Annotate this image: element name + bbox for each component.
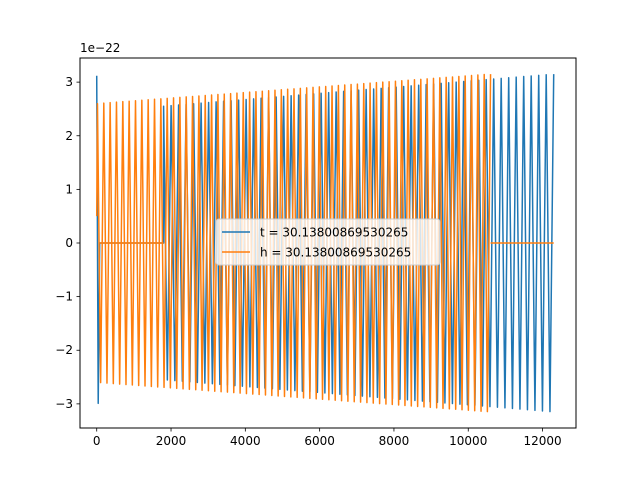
x-tick-label: 8000 bbox=[379, 434, 410, 448]
legend-label: h = 30.13800869530265 bbox=[260, 246, 411, 260]
y-tick-label: −2 bbox=[55, 343, 73, 357]
y-offset-text: 1e−22 bbox=[80, 41, 120, 55]
y-tick-label: 3 bbox=[65, 75, 73, 89]
legend-label: t = 30.13800869530265 bbox=[260, 226, 408, 240]
y-tick-label: 2 bbox=[65, 129, 73, 143]
x-tick-label: 10000 bbox=[449, 434, 487, 448]
x-tick-label: 2000 bbox=[156, 434, 187, 448]
y-tick-label: −3 bbox=[55, 397, 73, 411]
legend-box bbox=[215, 218, 441, 266]
x-tick-label: 6000 bbox=[304, 434, 335, 448]
x-axis: 0 2000 4000 6000 8000 10000 12000 bbox=[93, 428, 562, 448]
x-tick-label: 0 bbox=[93, 434, 101, 448]
y-axis: −3 −2 −1 0 1 2 3 bbox=[55, 75, 80, 411]
x-tick-label: 4000 bbox=[230, 434, 261, 448]
y-tick-label: −1 bbox=[55, 290, 73, 304]
y-tick-label: 1 bbox=[65, 182, 73, 196]
legend: t = 30.13800869530265 h = 30.138008695302… bbox=[215, 218, 441, 266]
y-tick-label: 0 bbox=[65, 236, 73, 250]
x-tick-label: 12000 bbox=[523, 434, 561, 448]
